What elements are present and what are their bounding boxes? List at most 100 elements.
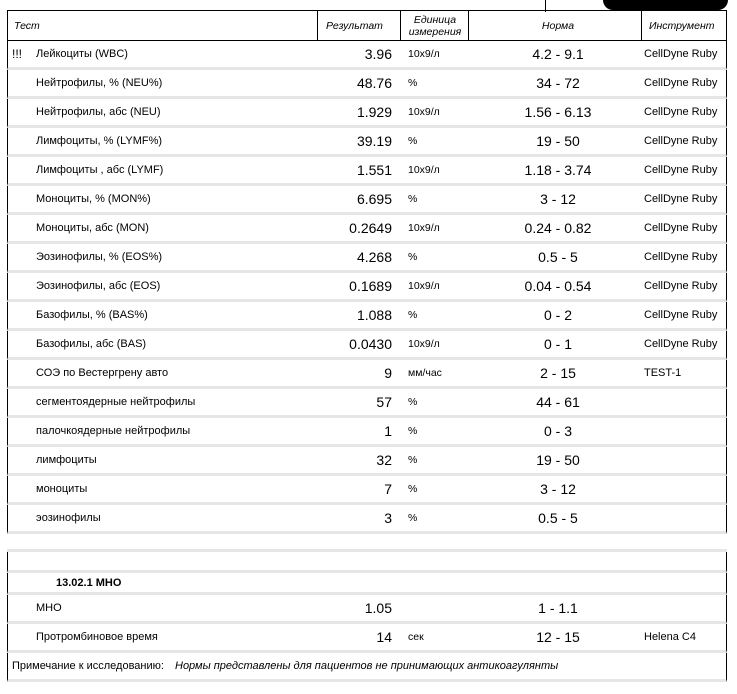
test-norm: 1 - 1.1 bbox=[538, 600, 578, 616]
table-row: моноциты 7% 3 - 12 bbox=[7, 476, 727, 505]
test-norm: 0 - 2 bbox=[543, 307, 572, 323]
test-unit: % bbox=[408, 193, 418, 205]
test-instrument: Helena C4 bbox=[644, 631, 696, 643]
test-unit: 10x9/л bbox=[408, 280, 440, 292]
table-row: Нейтрофилы, % (NEU%) 48.76% 34 - 72 CellDyn… bbox=[7, 70, 727, 99]
test-result: 1.929 bbox=[356, 104, 392, 120]
test-result: 1.551 bbox=[356, 162, 392, 178]
test-norm: 19 - 50 bbox=[536, 133, 580, 149]
test-unit: % bbox=[408, 309, 418, 321]
test-unit: % bbox=[408, 512, 418, 524]
test-result: 3 bbox=[384, 510, 392, 526]
divider bbox=[545, 0, 546, 12]
test-norm: 1.56 - 6.13 bbox=[524, 104, 592, 120]
note-row: Примечание к исследованию: Нормы предста… bbox=[7, 653, 727, 682]
test-instrument: TEST-1 bbox=[644, 367, 682, 379]
test-result: 7 bbox=[384, 481, 392, 497]
table-row: Моноциты, абс (MON) 0.2649 10x9/л 0.24 - 0.… bbox=[7, 215, 727, 244]
table-row: МНО 1.05 1 - 1.1 bbox=[7, 595, 727, 624]
table-row: Лимфоциты , абс (LYMF) 1.551 10x9/л 1.18 - … bbox=[7, 157, 727, 186]
header-instrument: Инструмент bbox=[649, 19, 715, 32]
test-name: эозинофилы bbox=[36, 512, 101, 524]
test-unit: 10x9/л bbox=[408, 48, 440, 60]
test-norm: 34 - 72 bbox=[536, 75, 580, 91]
test-norm: 1.18 - 3.74 bbox=[524, 162, 592, 178]
test-result: 0.1689 bbox=[349, 278, 392, 294]
test-norm: 0.04 - 0.54 bbox=[524, 278, 592, 294]
table-row: СОЭ по Вестергрену авто 9 мм/час 2 - 15 TEST… bbox=[7, 360, 727, 389]
test-name: Лейкоциты (WBC) bbox=[36, 48, 128, 60]
test-result: 0.0430 bbox=[349, 336, 392, 352]
group-title: 13.02.1 МНО bbox=[56, 576, 122, 589]
test-result: 39.19 bbox=[356, 133, 392, 149]
note-label: Примечание к исследованию: bbox=[12, 660, 164, 672]
table-row: лимфоциты 32% 19 - 50 bbox=[7, 447, 727, 476]
test-norm: 2 - 15 bbox=[540, 365, 576, 381]
test-instrument: CellDyne Ruby bbox=[644, 338, 718, 350]
test-result: 3.96 bbox=[364, 46, 392, 62]
test-instrument: CellDyne Ruby bbox=[644, 193, 718, 205]
table-row: Лимфоциты, % (LYMF%) 39.19% 19 - 50 CellDyn… bbox=[7, 128, 727, 157]
test-name: Базофилы, % (BAS%) bbox=[36, 309, 148, 321]
cbc-results-table: Тест Результат Единица измерения Норма Ин… bbox=[7, 10, 727, 534]
test-instrument: CellDyne Ruby bbox=[644, 309, 718, 321]
note-text: Нормы представлены для пациентов не прин… bbox=[175, 660, 559, 672]
test-result: 0.2649 bbox=[349, 220, 392, 236]
test-name: Нейтрофилы, абс (NEU) bbox=[36, 106, 161, 118]
test-name: Протромбиновое время bbox=[36, 631, 158, 643]
header-norm: Норма bbox=[541, 19, 575, 32]
test-name: Моноциты, % (MON%) bbox=[36, 193, 151, 205]
test-norm: 0 - 3 bbox=[543, 423, 572, 439]
test-unit: % bbox=[408, 77, 418, 89]
test-result: 9 bbox=[384, 365, 392, 381]
test-norm: 4.2 - 9.1 bbox=[532, 46, 584, 62]
test-unit: 10x9/л bbox=[408, 164, 440, 176]
test-norm: 0.24 - 0.82 bbox=[524, 220, 592, 236]
table-row: Эозинофилы, абс (EOS) 0.1689 10x9/л 0.04 - … bbox=[7, 273, 727, 302]
table-row: Базофилы, % (BAS%) 1.088% 0 - 2 CellDyne Ru… bbox=[7, 302, 727, 331]
table-header: Тест Результат Единица измерения Норма Ин… bbox=[7, 10, 727, 41]
test-norm: 44 - 61 bbox=[536, 394, 580, 410]
test-result: 48.76 bbox=[356, 75, 392, 91]
test-unit: сек bbox=[408, 631, 424, 643]
test-unit: % bbox=[408, 251, 418, 263]
table-row: !!! Лейкоциты (WBC) 3.96 10x9/л 4.2 - 9.1 Cel… bbox=[7, 41, 727, 70]
test-unit: % bbox=[408, 425, 418, 437]
test-name: СОЭ по Вестергрену авто bbox=[36, 367, 169, 379]
table-row: эозинофилы 3% 0.5 - 5 bbox=[7, 505, 727, 534]
test-unit: % bbox=[408, 396, 418, 408]
test-unit: 10x9/л bbox=[408, 338, 440, 350]
test-norm: 3 - 12 bbox=[540, 191, 576, 207]
table-row: Базофилы, абс (BAS) 0.0430 10x9/л 0 - 1 Cell… bbox=[7, 331, 727, 360]
test-instrument: CellDyne Ruby bbox=[644, 48, 718, 60]
test-result: 4.268 bbox=[356, 249, 392, 265]
test-norm: 3 - 12 bbox=[540, 481, 576, 497]
test-instrument: CellDyne Ruby bbox=[644, 135, 718, 147]
test-name: Эозинофилы, абс (EOS) bbox=[36, 280, 161, 292]
test-name: Моноциты, абс (MON) bbox=[36, 222, 149, 234]
redaction-mark bbox=[603, 0, 728, 10]
header-result: Результат bbox=[326, 19, 383, 32]
test-result: 14 bbox=[376, 629, 392, 645]
test-instrument: CellDyne Ruby bbox=[644, 222, 718, 234]
test-name: Эозинофилы, % (EOS%) bbox=[36, 251, 163, 263]
test-result: 32 bbox=[376, 452, 392, 468]
test-result: 57 bbox=[376, 394, 392, 410]
table-row: Эозинофилы, % (EOS%) 4.268% 0.5 - 5 CellDyn… bbox=[7, 244, 727, 273]
test-name: лимфоциты bbox=[36, 454, 97, 466]
table-row: Протромбиновое время 14 сек 12 - 15 Hele… bbox=[7, 624, 727, 653]
test-name: Лимфоциты , абс (LYMF) bbox=[36, 164, 164, 176]
test-instrument: CellDyne Ruby bbox=[644, 280, 718, 292]
test-unit: мм/час bbox=[408, 367, 442, 379]
test-result: 1.088 bbox=[356, 307, 392, 323]
header-unit: Единица измерения bbox=[408, 13, 462, 38]
table-row: сегментоядерные нейтрофилы 57% 44 - 61 bbox=[7, 389, 727, 418]
test-instrument: CellDyne Ruby bbox=[644, 164, 718, 176]
test-instrument: CellDyne Ruby bbox=[644, 251, 718, 263]
test-norm: 0.5 - 5 bbox=[538, 249, 578, 265]
test-name: Базофилы, абс (BAS) bbox=[36, 338, 147, 350]
test-name: Нейтрофилы, % (NEU%) bbox=[36, 77, 163, 89]
test-unit: % bbox=[408, 135, 418, 147]
test-result: 1 bbox=[384, 423, 392, 439]
test-instrument: CellDyne Ruby bbox=[644, 77, 718, 89]
